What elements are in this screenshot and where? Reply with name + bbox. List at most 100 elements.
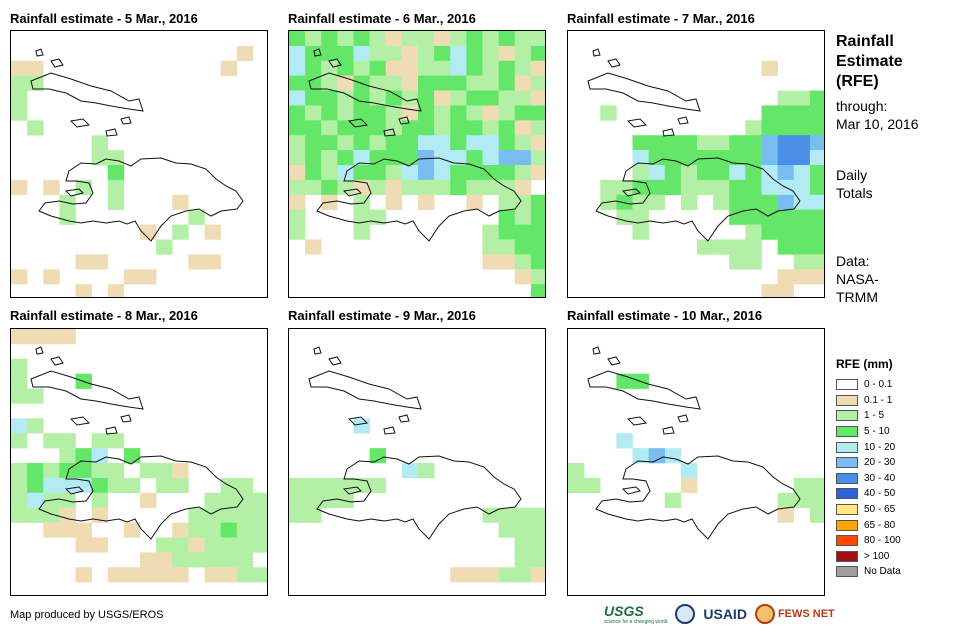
coastline-hispaniola	[595, 455, 801, 540]
rain-cell	[123, 567, 141, 583]
rain-cell	[369, 120, 387, 136]
rain-cell	[91, 433, 109, 449]
rain-cell	[236, 507, 254, 523]
rainfall-map-8-mar	[10, 328, 268, 596]
rain-cell	[27, 388, 44, 404]
rain-cell	[369, 477, 387, 494]
rain-cell	[777, 120, 795, 136]
rain-cell	[777, 224, 795, 240]
rain-cell	[530, 507, 545, 523]
rain-cell	[11, 388, 28, 404]
rain-cell	[809, 90, 824, 106]
coastline-island	[50, 58, 64, 68]
rain-cell	[337, 90, 354, 106]
rain-cell	[745, 209, 762, 225]
rain-cell	[43, 477, 60, 494]
rain-cell	[777, 150, 795, 166]
rain-cell	[305, 90, 322, 106]
rain-cell	[236, 552, 254, 568]
rain-cell	[59, 522, 76, 538]
rain-cell	[745, 254, 762, 270]
rain-cell	[75, 448, 92, 464]
rain-cell	[11, 60, 28, 76]
rain-cell	[107, 433, 125, 449]
rain-cell	[530, 194, 545, 210]
coastline-hispaniola	[38, 157, 244, 242]
rain-cell	[91, 537, 109, 553]
rain-cell	[204, 254, 221, 270]
rain-cell	[809, 150, 824, 166]
rain-cell	[514, 552, 532, 568]
rain-cell	[793, 239, 811, 255]
rain-cell	[450, 120, 467, 136]
rain-cell	[482, 567, 499, 583]
rain-cell	[321, 105, 338, 121]
rain-cell	[498, 194, 516, 210]
coastline-hispaniola	[595, 157, 801, 242]
usgs-tagline: science for a changing world	[604, 619, 668, 625]
rain-cell	[466, 194, 483, 210]
rain-cell	[809, 105, 824, 121]
rain-cell	[236, 567, 254, 583]
rain-cell	[793, 105, 811, 121]
rain-cell	[75, 522, 92, 538]
coastline-island	[607, 58, 621, 68]
rain-cell	[289, 105, 306, 121]
rain-cell	[401, 90, 419, 106]
rain-cell	[27, 75, 44, 91]
rain-cell	[236, 45, 254, 62]
rain-cell	[450, 567, 467, 583]
coastline-hispaniola	[316, 157, 522, 242]
rain-cell	[43, 179, 60, 196]
legend-label: 10 - 20	[864, 441, 896, 453]
rain-cell	[220, 552, 238, 568]
rain-cell	[289, 477, 306, 494]
rain-cell	[418, 463, 435, 479]
rain-cell	[466, 31, 483, 47]
rain-cell	[616, 433, 633, 449]
coastline-island	[120, 414, 132, 423]
rain-cell	[289, 150, 306, 166]
rain-cell	[434, 105, 451, 121]
panel-title-5-mar: Rainfall estimate - 5 Mar., 2016	[10, 11, 198, 26]
rain-cell	[140, 269, 157, 285]
fews-net-logo: FEWS NET	[754, 604, 835, 624]
rain-cell	[568, 463, 585, 479]
legend-item: 65 - 80	[836, 517, 901, 533]
rain-cell	[498, 90, 516, 106]
rain-cell	[466, 45, 483, 62]
rain-cell	[680, 194, 698, 210]
rain-cell	[530, 105, 545, 121]
rain-cell	[188, 254, 205, 270]
rain-cell	[530, 150, 545, 166]
legend-swatch	[836, 457, 858, 469]
rain-cell	[220, 507, 238, 523]
rain-cell	[59, 477, 76, 494]
rain-cell	[809, 269, 824, 285]
rain-cell	[450, 45, 467, 62]
rain-cell	[482, 135, 499, 151]
panel-title-10-mar: Rainfall estimate - 10 Mar., 2016	[567, 308, 763, 323]
rain-cell	[289, 60, 306, 76]
coastline-north	[308, 370, 422, 410]
rain-cell	[729, 239, 746, 255]
rain-cell	[11, 507, 28, 523]
rain-cell	[369, 165, 387, 181]
rain-cell	[713, 165, 730, 181]
rain-cell	[729, 209, 746, 225]
rain-cell	[632, 165, 649, 181]
legend-item: 0.1 - 1	[836, 393, 901, 409]
rain-cell	[498, 239, 516, 255]
rain-cell	[27, 60, 44, 76]
rain-cell	[305, 31, 322, 47]
rain-cell	[305, 75, 322, 91]
rain-cell	[337, 477, 354, 494]
rain-cell	[664, 179, 682, 196]
rain-cell	[418, 165, 435, 181]
rain-cell	[514, 522, 532, 538]
rain-cell	[204, 552, 221, 568]
rain-cell	[648, 179, 666, 196]
rain-cell	[11, 418, 28, 434]
legend-swatch	[836, 488, 858, 500]
rain-cell	[664, 448, 682, 464]
